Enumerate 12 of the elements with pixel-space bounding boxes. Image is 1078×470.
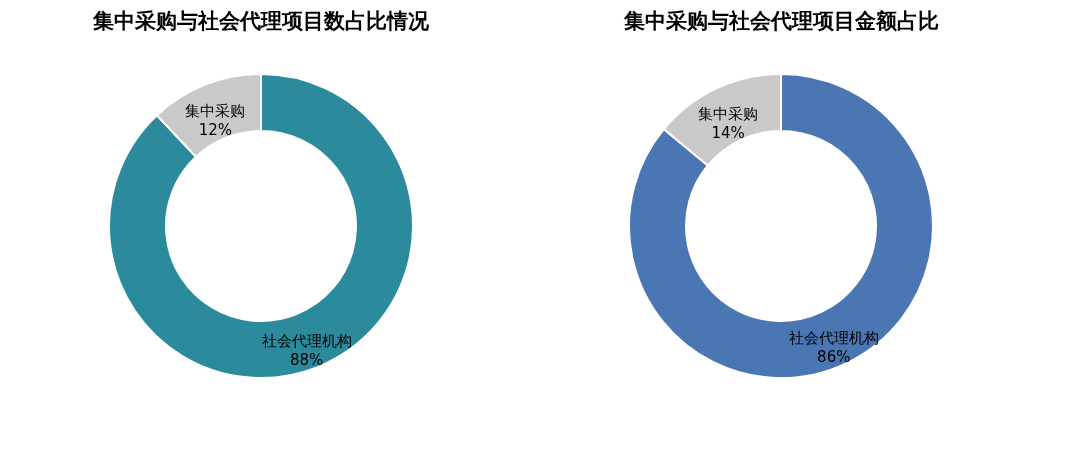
chart-title: 集中采购与社会代理项目金额占比	[622, 9, 939, 33]
slice-label: 社会代理机构	[788, 329, 879, 348]
data-label: 88%	[289, 351, 324, 370]
slice-label: 集中采购	[698, 104, 759, 123]
data-label: 12%	[198, 120, 233, 139]
donut-slice	[628, 73, 934, 379]
slice-label: 集中采购	[185, 101, 246, 120]
data-label: 14%	[711, 123, 745, 142]
slice-label: 社会代理机构	[261, 332, 352, 351]
data-label: 86%	[817, 348, 851, 367]
chart-title: 集中采购与社会代理项目数占比情况	[92, 9, 430, 33]
donut-slice	[108, 73, 414, 379]
